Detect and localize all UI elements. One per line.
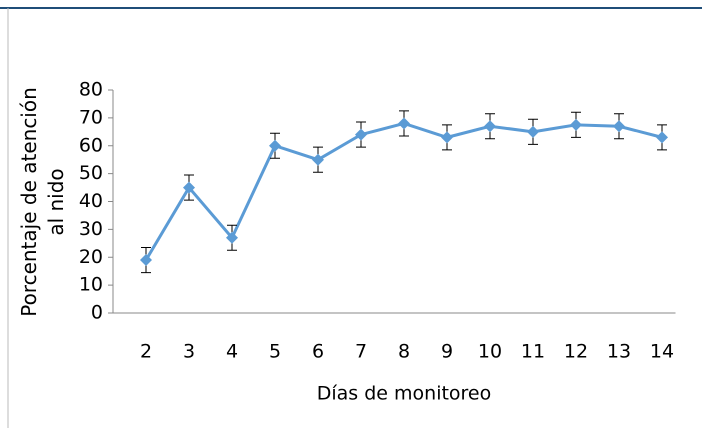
- x-tick-label: 5: [269, 341, 281, 363]
- y-tick-label: 20: [79, 246, 103, 268]
- y-tick-label: 0: [91, 302, 103, 324]
- x-tick-label: 10: [478, 341, 502, 363]
- x-axis-label: Días de monitoreo: [317, 383, 492, 405]
- x-tick-label: 8: [398, 341, 410, 363]
- y-tick-label: 10: [79, 274, 103, 296]
- x-tick-label: 14: [650, 341, 674, 363]
- x-tick-label: 9: [441, 341, 453, 363]
- y-tick-label: 80: [79, 79, 103, 101]
- marker: [570, 118, 582, 131]
- marker: [269, 139, 281, 152]
- x-tick-label: 13: [607, 341, 631, 363]
- marker: [656, 131, 668, 144]
- marker: [613, 120, 625, 133]
- x-tick-label: 12: [564, 341, 588, 363]
- marker: [355, 128, 367, 141]
- x-tick-label: 6: [312, 341, 324, 363]
- x-tick-label: 7: [355, 341, 367, 363]
- y-tick-label: 40: [79, 190, 103, 212]
- y-axis-label: Porcentaje de atención al nido: [17, 87, 68, 317]
- x-tick-label: 4: [226, 341, 238, 363]
- marker: [312, 153, 324, 166]
- marker: [398, 117, 410, 130]
- data-line: [144, 121, 663, 261]
- x-tick-label: 3: [183, 341, 195, 363]
- y-tick-label: 60: [79, 134, 103, 156]
- x-tick-label: 11: [521, 341, 545, 363]
- y-tick-label: 70: [79, 106, 103, 128]
- marker: [484, 120, 496, 133]
- marker: [226, 231, 238, 244]
- y-tick-label: 30: [79, 218, 103, 240]
- x-tick-label: 2: [140, 341, 152, 363]
- marker: [441, 131, 453, 144]
- y-tick-label: 50: [79, 162, 103, 184]
- marker: [140, 254, 152, 267]
- marker: [527, 125, 539, 138]
- marker: [183, 181, 195, 194]
